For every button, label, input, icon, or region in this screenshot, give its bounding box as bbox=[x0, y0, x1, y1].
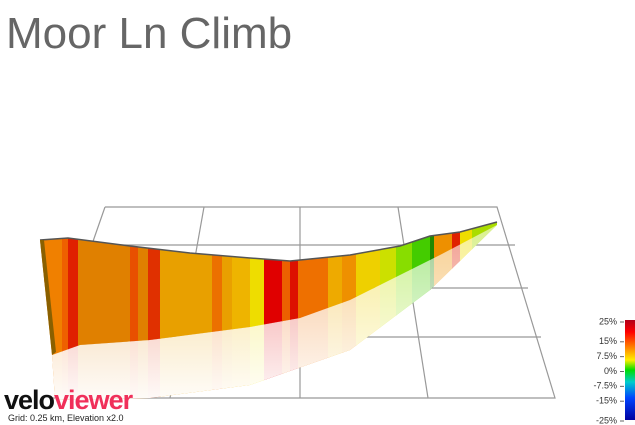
legend-label: -25% bbox=[596, 415, 617, 425]
legend-label: 15% bbox=[599, 336, 617, 346]
caption: Grid: 0.25 km, Elevation x2.0 bbox=[8, 413, 124, 423]
logo-part2: viewer bbox=[54, 385, 134, 415]
profile-end bbox=[40, 240, 56, 355]
profile-top bbox=[39, 221, 498, 262]
title: Moor Ln Climb bbox=[6, 9, 292, 58]
stripe bbox=[40, 222, 45, 355]
stripe bbox=[212, 222, 223, 355]
color-scale bbox=[625, 320, 635, 420]
legend-label: 25% bbox=[599, 316, 617, 326]
legend-label: 7.5% bbox=[596, 351, 617, 361]
legend-label: -15% bbox=[596, 396, 617, 406]
stripe bbox=[62, 222, 69, 355]
stripe bbox=[68, 222, 79, 355]
stripe bbox=[148, 222, 161, 355]
stripe bbox=[78, 222, 131, 355]
stripe bbox=[138, 222, 149, 355]
logo-part1: velo bbox=[4, 385, 55, 415]
stripe bbox=[282, 222, 291, 355]
stripe bbox=[222, 222, 233, 355]
logo: veloviewer bbox=[4, 385, 134, 415]
stripe bbox=[290, 222, 299, 355]
legend-label: -7.5% bbox=[593, 381, 617, 391]
legend-label: 0% bbox=[604, 366, 617, 376]
stripe bbox=[130, 222, 139, 355]
